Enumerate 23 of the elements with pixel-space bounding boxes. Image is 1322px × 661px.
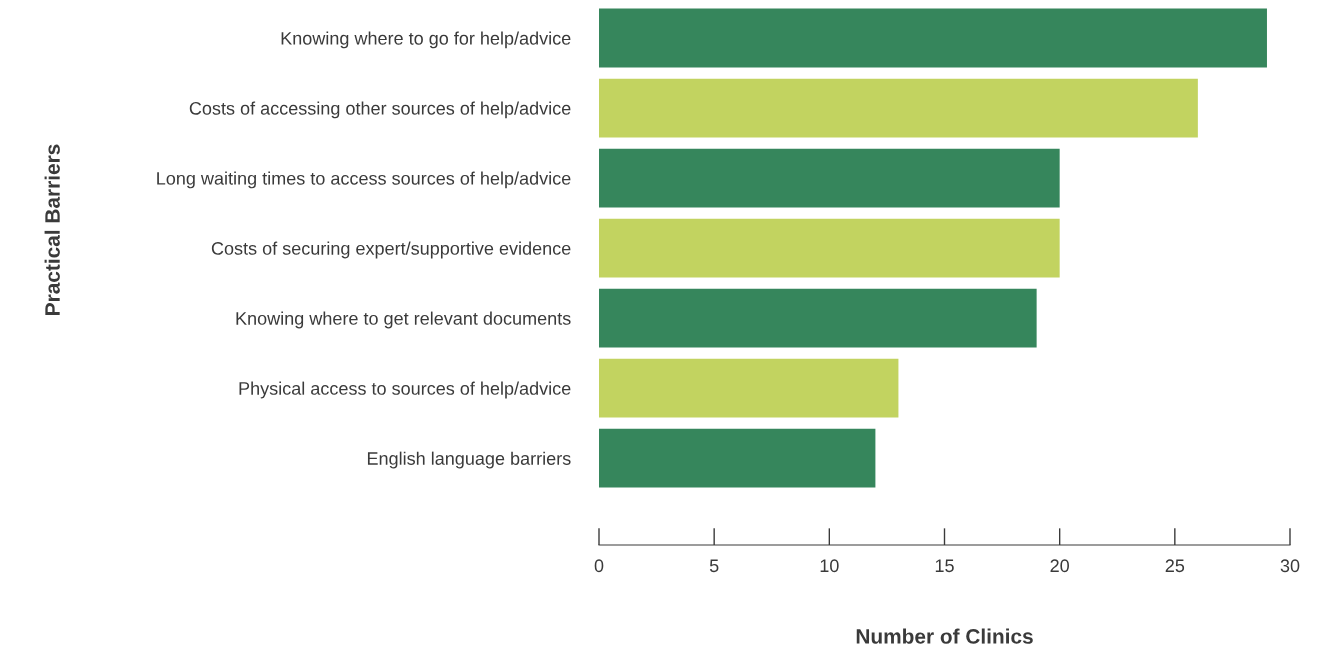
y-tick-label: English language barriers: [367, 451, 571, 469]
bar: [599, 288, 1037, 348]
y-tick-label: Knowing where to go for help/advice: [281, 31, 571, 49]
bar: [599, 358, 899, 418]
x-tick-label: 20: [1050, 559, 1069, 573]
x-tick-label: 5: [709, 559, 719, 573]
y-tick-label: Costs of securing expert/supportive evidence: [211, 241, 571, 259]
y-tick-label: Knowing where to get relevant documents: [236, 311, 571, 329]
y-axis-title: Practical Barriers: [44, 144, 60, 315]
x-axis-title: Number of Clinics: [856, 628, 1033, 644]
y-tick-label: Physical access to sources of help/advice: [239, 381, 571, 399]
y-tick-label: Long waiting times to access sources of help/advice: [157, 171, 571, 189]
bar: [599, 148, 1060, 208]
y-tick-label: Costs of accessing other sources of help/advice: [189, 101, 571, 119]
bar: [599, 218, 1060, 278]
x-tick-label: 25: [1165, 559, 1185, 573]
bar: [599, 8, 1267, 68]
x-tick-label: 30: [1280, 559, 1300, 573]
bar: [599, 428, 876, 488]
x-tick-label: 0: [594, 559, 604, 573]
bar: [599, 78, 1198, 138]
x-tick-label: 10: [820, 559, 839, 573]
x-tick-label: 15: [935, 559, 954, 573]
